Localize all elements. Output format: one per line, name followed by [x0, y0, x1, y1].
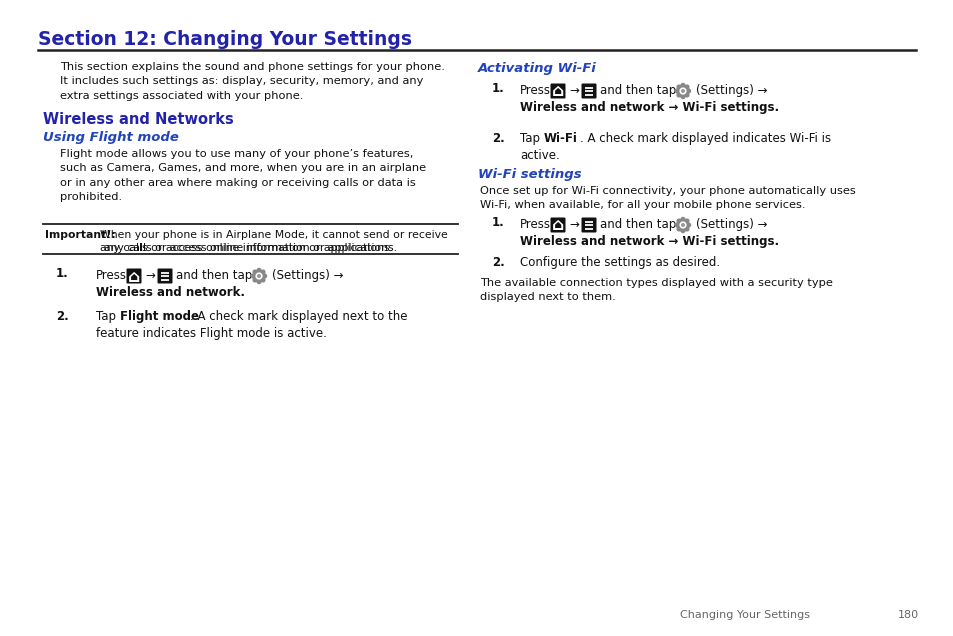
Text: 180: 180 [897, 610, 918, 620]
Text: Flight mode allows you to use many of your phone’s features,
such as Camera, Gam: Flight mode allows you to use many of yo… [60, 149, 426, 202]
Text: Once set up for Wi-Fi connectivity, your phone automatically uses
Wi-Fi, when av: Once set up for Wi-Fi connectivity, your… [479, 186, 855, 211]
Text: →: → [568, 218, 578, 231]
Text: feature indicates Flight mode is active.: feature indicates Flight mode is active. [96, 327, 327, 340]
Text: 1.: 1. [492, 216, 504, 229]
Text: Wi-Fi: Wi-Fi [543, 132, 578, 145]
Text: Flight mode: Flight mode [120, 310, 199, 323]
Circle shape [253, 270, 256, 273]
Circle shape [684, 85, 688, 88]
Text: ⌂: ⌂ [128, 268, 140, 286]
Circle shape [261, 270, 265, 273]
Circle shape [252, 274, 254, 278]
Text: (Settings) →: (Settings) → [272, 269, 343, 282]
Text: →: → [145, 269, 154, 282]
Text: The available connection types displayed with a security type
displayed next to : The available connection types displayed… [479, 278, 832, 302]
Text: ⌂: ⌂ [551, 83, 563, 100]
Text: 2.: 2. [56, 310, 69, 323]
Text: Press: Press [519, 84, 551, 97]
Text: Tap: Tap [519, 132, 543, 145]
Circle shape [680, 83, 684, 87]
Text: and then tap: and then tap [599, 84, 676, 97]
Text: 2.: 2. [492, 132, 504, 145]
Circle shape [684, 93, 688, 97]
Circle shape [686, 223, 690, 226]
Text: →: → [568, 84, 578, 97]
Text: 1.: 1. [492, 82, 504, 95]
Text: and then tap: and then tap [599, 218, 676, 231]
Text: Configure the settings as desired.: Configure the settings as desired. [519, 256, 720, 269]
Text: . A check mark displayed indicates Wi-Fi is: . A check mark displayed indicates Wi-Fi… [579, 132, 830, 145]
Circle shape [679, 88, 685, 94]
Text: any calls or access online information or applications.: any calls or access online information o… [100, 243, 393, 253]
Text: Wireless and network → Wi-Fi settings.: Wireless and network → Wi-Fi settings. [519, 235, 779, 248]
Text: Changing Your Settings: Changing Your Settings [679, 610, 809, 620]
FancyBboxPatch shape [581, 218, 596, 233]
Circle shape [677, 85, 679, 88]
Text: Wireless and network.: Wireless and network. [96, 286, 245, 299]
Text: Press: Press [96, 269, 127, 282]
Text: Wireless and Networks: Wireless and Networks [43, 112, 233, 127]
Circle shape [676, 85, 688, 97]
FancyBboxPatch shape [581, 83, 596, 99]
Circle shape [677, 93, 679, 97]
Text: Section 12: Changing Your Settings: Section 12: Changing Your Settings [38, 30, 412, 49]
Circle shape [680, 229, 684, 233]
Text: ⌂: ⌂ [551, 216, 563, 235]
Circle shape [675, 223, 679, 226]
Circle shape [261, 279, 265, 282]
Text: and then tap: and then tap [175, 269, 252, 282]
Circle shape [257, 280, 260, 284]
Circle shape [677, 219, 679, 223]
Circle shape [675, 89, 679, 93]
Circle shape [684, 228, 688, 231]
Text: (Settings) →: (Settings) → [696, 218, 767, 231]
Circle shape [684, 219, 688, 223]
Text: Tap: Tap [96, 310, 120, 323]
Text: When your phone is in Airplane Mode, it cannot send or receive: When your phone is in Airplane Mode, it … [100, 230, 447, 240]
Circle shape [680, 218, 684, 221]
Text: (Settings) →: (Settings) → [696, 84, 767, 97]
Circle shape [679, 222, 685, 228]
Circle shape [676, 219, 688, 232]
Circle shape [680, 95, 684, 99]
Circle shape [681, 224, 683, 226]
Circle shape [681, 90, 683, 92]
Circle shape [253, 270, 265, 282]
Text: 1.: 1. [56, 267, 69, 280]
FancyBboxPatch shape [550, 218, 565, 233]
Text: Wireless and network → Wi-Fi settings.: Wireless and network → Wi-Fi settings. [519, 101, 779, 114]
Circle shape [255, 273, 261, 279]
Circle shape [257, 268, 260, 272]
Text: 2.: 2. [492, 256, 504, 269]
Text: Important!:: Important!: [45, 230, 115, 240]
Text: any calls or access online information or applications.: any calls or access online information o… [104, 243, 396, 253]
Circle shape [253, 279, 256, 282]
Text: Press: Press [519, 218, 551, 231]
Text: Activating Wi-Fi: Activating Wi-Fi [477, 62, 597, 75]
Circle shape [257, 275, 260, 277]
Circle shape [686, 89, 690, 93]
Text: This section explains the sound and phone settings for your phone.
It includes s: This section explains the sound and phon… [60, 62, 444, 100]
FancyBboxPatch shape [157, 268, 172, 284]
Text: Wi-Fi settings: Wi-Fi settings [477, 168, 581, 181]
Text: . A check mark displayed next to the: . A check mark displayed next to the [190, 310, 407, 323]
Circle shape [263, 274, 266, 278]
FancyBboxPatch shape [127, 268, 141, 284]
Text: Using Flight mode: Using Flight mode [43, 131, 179, 144]
FancyBboxPatch shape [550, 83, 565, 99]
Circle shape [677, 228, 679, 231]
Text: active.: active. [519, 149, 559, 162]
